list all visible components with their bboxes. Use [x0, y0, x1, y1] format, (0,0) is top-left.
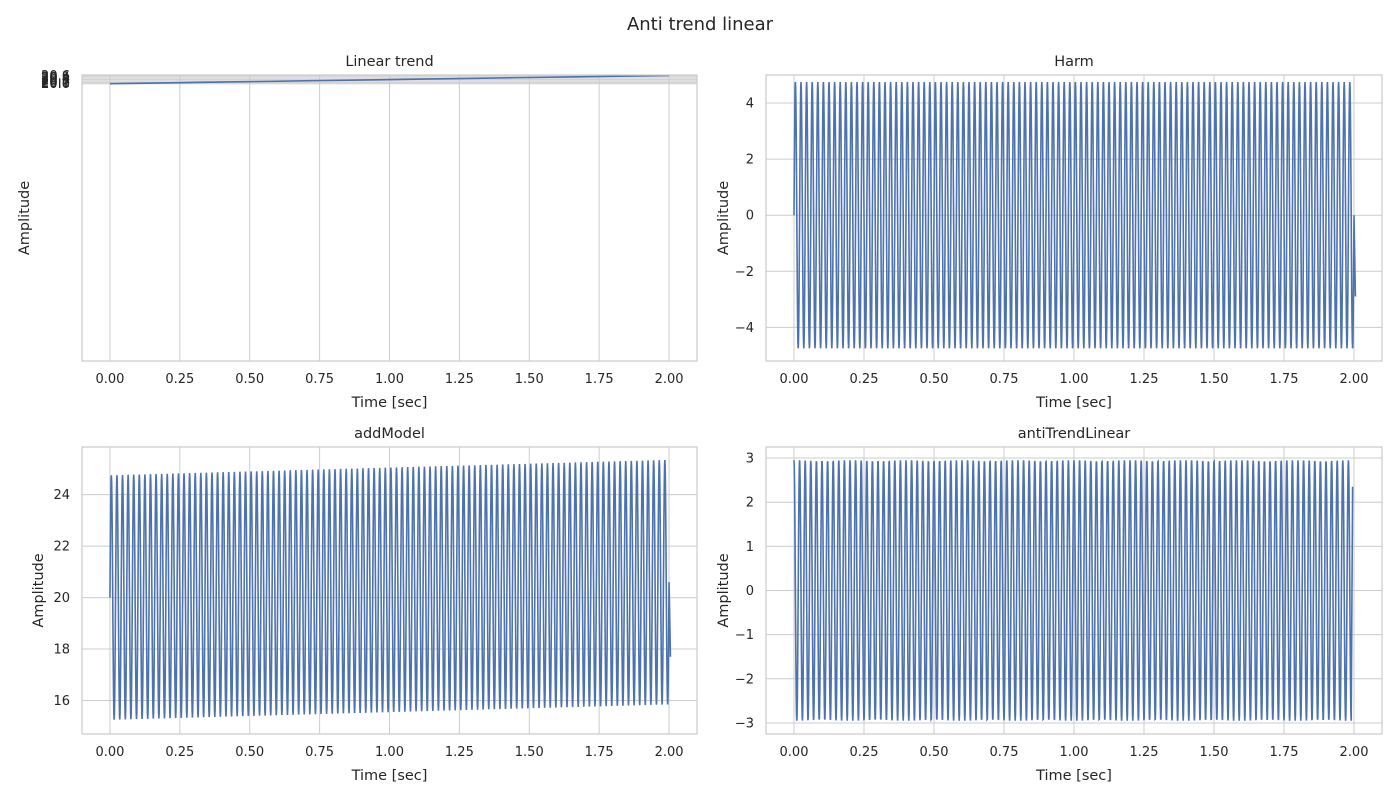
y-tick-label: 20.3	[41, 73, 70, 88]
x-tick-label: 1.00	[375, 745, 404, 760]
x-tick-label: 0.25	[165, 372, 194, 387]
y-tick-label: 22	[53, 540, 70, 555]
subplot-title: antiTrendLinear	[1018, 426, 1131, 442]
x-tick-label: 0.50	[920, 372, 949, 387]
x-tick-label: 0.75	[990, 372, 1019, 387]
subplot-title: Linear trend	[345, 54, 433, 70]
x-tick-label: 0.00	[780, 372, 809, 387]
x-tick-label: 1.50	[1200, 745, 1229, 760]
y-tick-label: 20.5	[41, 70, 70, 85]
y-tick-label: 2	[746, 153, 754, 168]
plot-area-frame	[765, 446, 1383, 735]
x-tick-label: 0.75	[305, 745, 334, 760]
y-tick-label: −1	[735, 628, 754, 643]
x-tick-label: 1.50	[1200, 372, 1229, 387]
y-tick-label: 0	[746, 584, 754, 599]
x-axis-label: Time [sec]	[351, 395, 428, 411]
x-axis-label: Time [sec]	[351, 768, 428, 784]
plot-area-frame	[765, 74, 1383, 362]
x-tick-label: 0.50	[235, 745, 264, 760]
x-tick-label: 1.25	[445, 745, 474, 760]
series-line	[793, 81, 1357, 349]
x-tick-label: 0.75	[990, 745, 1019, 760]
x-tick-label: 2.00	[1340, 745, 1369, 760]
y-tick-label: 24	[53, 488, 70, 503]
y-tick-label: −3	[735, 716, 754, 731]
y-axis-label: Amplitude	[17, 181, 33, 255]
subplot-title: Harm	[1054, 54, 1094, 70]
x-tick-label: 1.25	[445, 372, 474, 387]
y-tick-label: 18	[53, 643, 70, 658]
subplot-4: 0.00 0.25 0.50 0.75 1.00 1.25 1.50 1.75 2.00 −3 −2…	[716, 426, 1383, 784]
series-line	[793, 458, 1354, 723]
x-tick-label: 1.75	[1270, 745, 1299, 760]
x-tick-label: 0.00	[95, 745, 124, 760]
x-tick-label: 2.00	[655, 745, 684, 760]
x-tick-label: 1.00	[1060, 372, 1089, 387]
x-tick-label: 1.75	[585, 372, 614, 387]
y-tick-label: 20.0	[41, 77, 70, 92]
x-tick-label: 0.50	[920, 745, 949, 760]
x-tick-label: 1.00	[1060, 745, 1089, 760]
x-tick-label: 1.50	[515, 745, 544, 760]
y-tick-label: −4	[735, 321, 754, 336]
y-tick-label: 20.4	[41, 72, 70, 87]
x-tick-label: 0.00	[780, 745, 809, 760]
x-tick-label: 0.25	[850, 745, 879, 760]
subplot-2: 0.00 0.25 0.50 0.75 1.00 1.25 1.50 1.75 2.00 −4 −2…	[716, 54, 1383, 411]
y-tick-label: 3	[746, 452, 754, 467]
y-tick-label: 16	[53, 694, 70, 709]
x-tick-label: 1.25	[1130, 372, 1159, 387]
y-tick-label: 20.1	[41, 76, 70, 91]
x-axis-label: Time [sec]	[1035, 395, 1112, 411]
x-tick-label: 0.50	[235, 372, 264, 387]
figure-title: Anti trend linear	[627, 14, 774, 35]
x-axis-label: Time [sec]	[1035, 768, 1112, 784]
subplot-title: addModel	[354, 426, 425, 442]
x-tick-label: 1.50	[515, 372, 544, 387]
subplot-3: 0.00 0.25 0.50 0.75 1.00 1.25 1.50 1.75 2.00 16 18…	[31, 426, 698, 784]
x-tick-label: 1.75	[1270, 372, 1299, 387]
y-tick-label: 20.6	[41, 69, 70, 84]
y-tick-label: 2	[746, 496, 754, 511]
y-axis-label: Amplitude	[716, 181, 732, 255]
y-tick-label: 0	[746, 209, 754, 224]
x-tick-label: 0.25	[850, 372, 879, 387]
y-tick-label: 1	[746, 540, 754, 555]
y-tick-label: 20.2	[41, 74, 70, 89]
y-tick-label: 4	[746, 97, 754, 112]
subplot-1: 0.00 0.25 0.50 0.75 1.00 1.25 1.50 1.75 2.00 20.0…	[17, 54, 698, 411]
x-tick-label: 1.00	[375, 372, 404, 387]
series-line	[109, 459, 672, 720]
x-tick-label: 2.00	[655, 372, 684, 387]
y-tick-label: 20	[53, 591, 70, 606]
x-tick-label: 0.00	[95, 372, 124, 387]
x-tick-label: 1.75	[585, 745, 614, 760]
plot-area-frame	[81, 74, 698, 362]
x-tick-label: 1.25	[1130, 745, 1159, 760]
plot-area-frame	[81, 446, 698, 735]
x-tick-label: 0.25	[165, 745, 194, 760]
y-axis-label: Amplitude	[716, 553, 732, 627]
x-tick-label: 2.00	[1340, 372, 1369, 387]
y-axis-label: Amplitude	[31, 553, 47, 627]
y-tick-label: −2	[735, 265, 754, 280]
x-tick-label: 0.75	[305, 372, 334, 387]
y-tick-label: −2	[735, 672, 754, 687]
series-line	[109, 75, 670, 85]
